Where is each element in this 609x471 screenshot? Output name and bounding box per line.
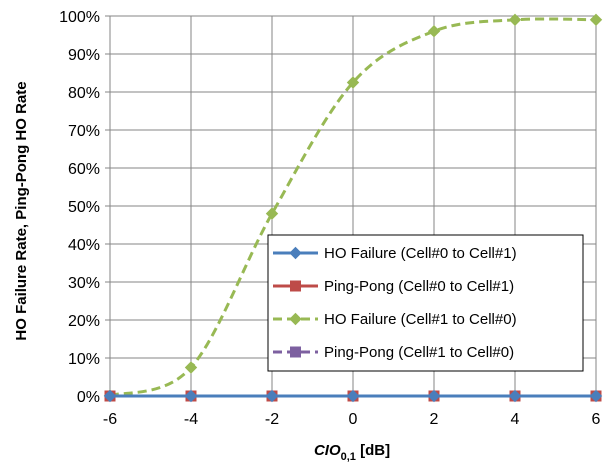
legend: HO Failure (Cell#0 to Cell#1) Ping-Pong (… <box>267 234 584 372</box>
data-point <box>265 207 279 220</box>
data-point <box>184 361 198 374</box>
x-tick-label: -4 <box>184 411 198 428</box>
y-tick-label: 30% <box>68 275 100 292</box>
x-axis-ticks: -6 -4 -2 0 2 4 6 <box>103 411 601 428</box>
legend-item: HO Failure (Cell#1 to Cell#0) <box>273 311 517 328</box>
x-tick-label: 2 <box>430 411 439 428</box>
data-point <box>508 13 522 27</box>
legend-swatch-marker <box>289 246 302 260</box>
x-tick-label: -6 <box>103 411 117 428</box>
data-point <box>427 24 441 38</box>
legend-swatch-marker <box>289 312 302 326</box>
x-axis-title-main: CIO <box>314 442 341 459</box>
y-tick-label: 80% <box>68 85 100 102</box>
y-tick-label: 100% <box>59 9 100 26</box>
y-tick-label: 70% <box>68 123 100 140</box>
x-axis-title-sub: 0,1 <box>341 451 356 463</box>
y-tick-label: 60% <box>68 161 100 178</box>
legend-label: HO Failure (Cell#1 to Cell#0) <box>324 311 517 328</box>
data-point <box>346 389 360 403</box>
y-tick-label: 50% <box>68 199 100 216</box>
legend-label: Ping-Pong (Cell#1 to Cell#0) <box>324 344 514 361</box>
data-point <box>346 76 360 89</box>
x-tick-label: 0 <box>349 411 358 428</box>
data-point <box>589 389 603 403</box>
legend-box <box>267 234 584 372</box>
y-tick-label: 0% <box>77 389 100 406</box>
x-tick-label: 6 <box>592 411 601 428</box>
y-tick-label: 10% <box>68 351 100 368</box>
legend-label: HO Failure (Cell#0 to Cell#1) <box>324 245 517 262</box>
legend-swatch-marker <box>290 280 301 292</box>
data-point <box>265 389 279 403</box>
legend-label: Ping-Pong (Cell#0 to Cell#1) <box>324 278 514 295</box>
series-layer <box>103 13 603 403</box>
y-tick-label: 20% <box>68 313 100 330</box>
y-axis-ticks: 0% 10% 20% 30% 40% 50% 60% 70% 80% 90% 100% <box>59 9 100 406</box>
y-axis-title: HO Failure Rate, Ping-Pong HO Rate <box>13 81 30 340</box>
legend-item: HO Failure (Cell#0 to Cell#1) <box>273 245 517 262</box>
legend-item: Ping-Pong (Cell#1 to Cell#0) <box>273 344 514 361</box>
data-point <box>589 13 603 27</box>
data-point <box>508 389 522 403</box>
x-tick-label: 4 <box>511 411 520 428</box>
y-tick-label: 90% <box>68 47 100 64</box>
data-point <box>103 389 117 403</box>
data-point <box>427 389 441 403</box>
x-axis-title: CIO0,1 [dB] <box>314 442 390 463</box>
series <box>103 389 603 403</box>
legend-item: Ping-Pong (Cell#0 to Cell#1) <box>273 278 514 295</box>
legend-swatch-marker <box>290 346 301 358</box>
data-point <box>184 389 198 403</box>
x-tick-label: -2 <box>265 411 279 428</box>
x-axis-title-unit: [dB] <box>356 442 390 459</box>
y-tick-label: 40% <box>68 237 100 254</box>
